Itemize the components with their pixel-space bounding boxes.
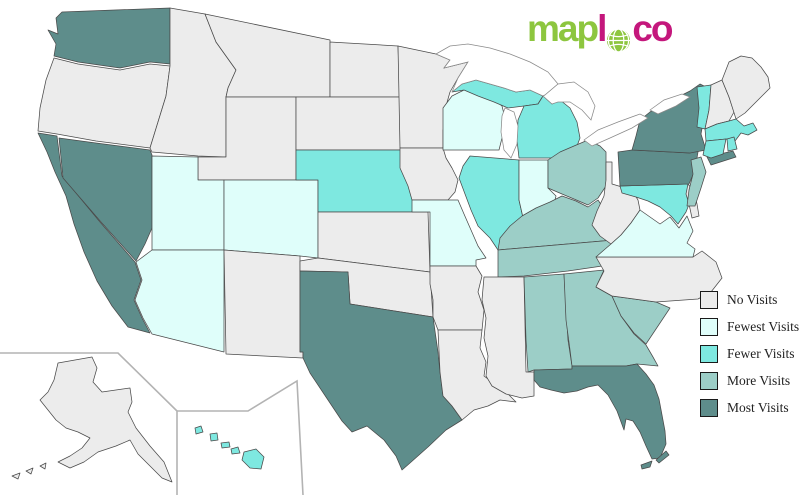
state-arizona[interactable] [134, 249, 225, 353]
logo-text-l: l [597, 8, 607, 49]
state-iowa[interactable] [399, 147, 459, 201]
state-texas[interactable] [299, 270, 463, 471]
legend-row-most-visits: Most Visits [700, 398, 799, 417]
state-new-mexico[interactable] [223, 249, 304, 359]
legend-color-swatch-most-visits [700, 398, 718, 417]
legend-color-swatch-no-visits [700, 290, 718, 309]
state-maine[interactable] [721, 55, 771, 120]
logo-text-co: co [632, 8, 673, 49]
state-oregon[interactable] [37, 57, 171, 149]
legend-label-fewest-visits: Fewest Visits [727, 318, 800, 334]
state-louisiana[interactable] [437, 329, 517, 421]
state-virginia[interactable] [595, 209, 696, 258]
legend-label-more-visits: More Visits [727, 372, 791, 388]
maploco-logo[interactable]: map l co [527, 8, 674, 53]
legend-row-fewer-visits: Fewer Visits [700, 344, 799, 363]
lake-michigan [500, 107, 519, 159]
legend-color-swatch-fewer-visits [700, 344, 718, 363]
legend-label-most-visits: Most Visits [727, 399, 789, 415]
logo-text-map: map [527, 8, 599, 49]
state-hawaii[interactable] [194, 425, 265, 470]
lake-huron [542, 81, 596, 121]
legend-label-no-visits: No Visits [727, 291, 778, 307]
state-south-carolina[interactable] [611, 295, 671, 345]
great-lakes [435, 43, 691, 159]
legend-row-fewest-visits: Fewest Visits [700, 317, 800, 336]
state-north-dakota[interactable] [329, 41, 401, 98]
map-legend: No Visits Fewest Visits Fewer Visits Mor… [700, 290, 800, 426]
state-rhode-island[interactable] [726, 136, 738, 152]
state-connecticut[interactable] [702, 138, 727, 159]
legend-row-more-visits: More Visits [700, 371, 799, 390]
state-florida[interactable] [533, 363, 670, 470]
legend-color-swatch-fewest-visits [700, 317, 718, 336]
state-south-dakota[interactable] [295, 96, 405, 151]
state-nevada[interactable] [58, 137, 153, 262]
state-mississippi[interactable] [481, 276, 535, 399]
lake-superior [435, 43, 559, 97]
legend-label-fewer-visits: Fewer Visits [727, 345, 795, 361]
hawaii-inset-border [177, 379, 304, 495]
state-wisconsin[interactable] [442, 89, 506, 151]
lake-erie [583, 113, 649, 147]
state-washington[interactable] [47, 7, 171, 69]
lake-ontario [649, 93, 691, 115]
state-arkansas[interactable] [429, 265, 485, 331]
alaska-inset-border [0, 352, 178, 495]
legend-color-swatch-more-visits [700, 371, 718, 390]
legend-row-no-visits: No Visits [700, 290, 799, 309]
state-california[interactable] [37, 132, 151, 334]
state-alaska[interactable] [11, 356, 173, 483]
state-missouri[interactable] [411, 199, 487, 267]
state-new-jersey[interactable] [686, 156, 707, 207]
globe-icon [606, 21, 631, 53]
state-colorado[interactable] [223, 179, 319, 259]
